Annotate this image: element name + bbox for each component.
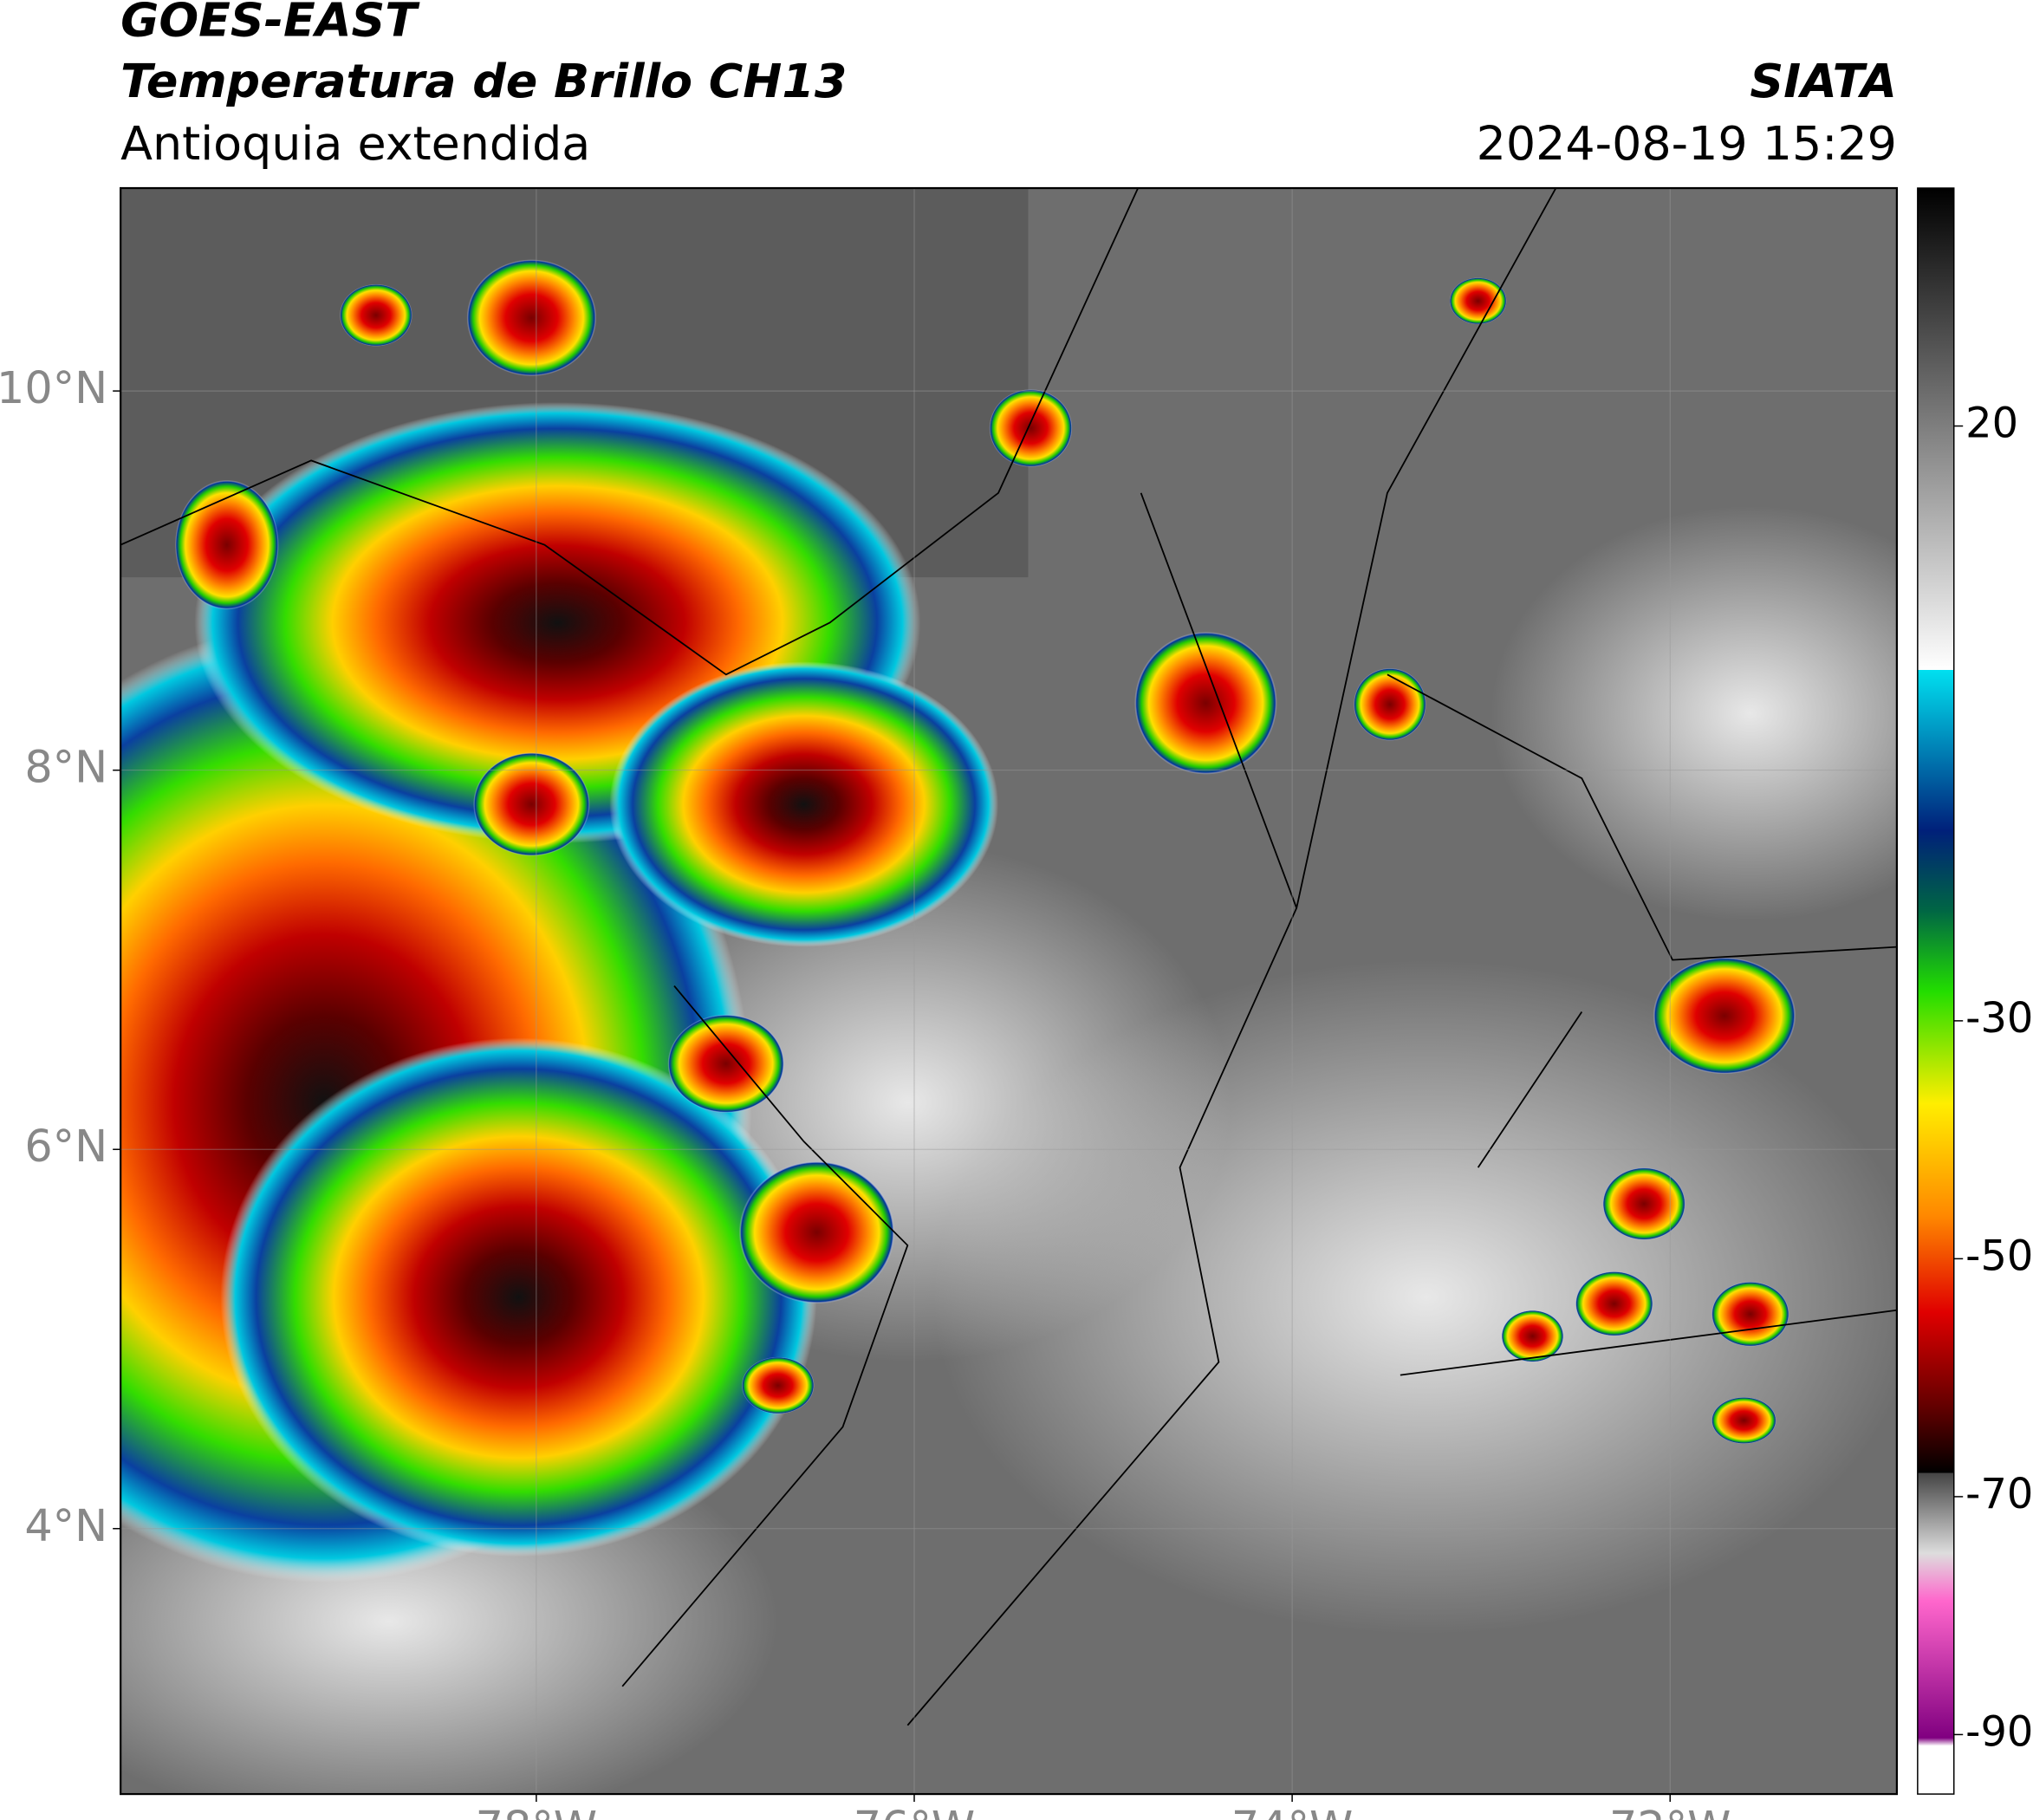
- source: SIATA: [1750, 54, 1897, 108]
- colorbar-tick-label: 20: [1965, 400, 2018, 448]
- x-tick-label: 72°W: [1609, 1802, 1731, 1820]
- colorbar-tick-label: -90: [1965, 1708, 2033, 1756]
- x-tick-label: 74°W: [1231, 1802, 1353, 1820]
- title: GOES-EAST: [120, 0, 420, 48]
- datetime: 2024-08-19 15:29: [1477, 116, 1897, 171]
- axes: 78°W 76°W 74°W 72°W 10°N 8°N 6°N 4°N 20 -30 -50 -70…: [0, 188, 2033, 1820]
- x-tick-label: 76°W: [854, 1802, 975, 1820]
- title: Temperatura de Brillo CH13: [120, 54, 847, 108]
- colorbar: [1917, 187, 1955, 1795]
- subtitle: Antioquia extendida: [120, 116, 590, 171]
- colorbar-tick-label: -30: [1965, 995, 2033, 1043]
- x-tick-label: 78°W: [476, 1802, 597, 1820]
- map-frame: [120, 186, 1899, 1796]
- y-tick-label: 10°N: [0, 362, 107, 413]
- y-tick-label: 8°N: [24, 742, 107, 793]
- y-tick-label: 4°N: [24, 1500, 107, 1551]
- colorbar-tick-label: -50: [1965, 1232, 2033, 1280]
- y-tick-label: 6°N: [24, 1121, 107, 1172]
- colorbar-tick-label: -70: [1965, 1471, 2033, 1518]
- satellite-image: [120, 188, 1897, 1795]
